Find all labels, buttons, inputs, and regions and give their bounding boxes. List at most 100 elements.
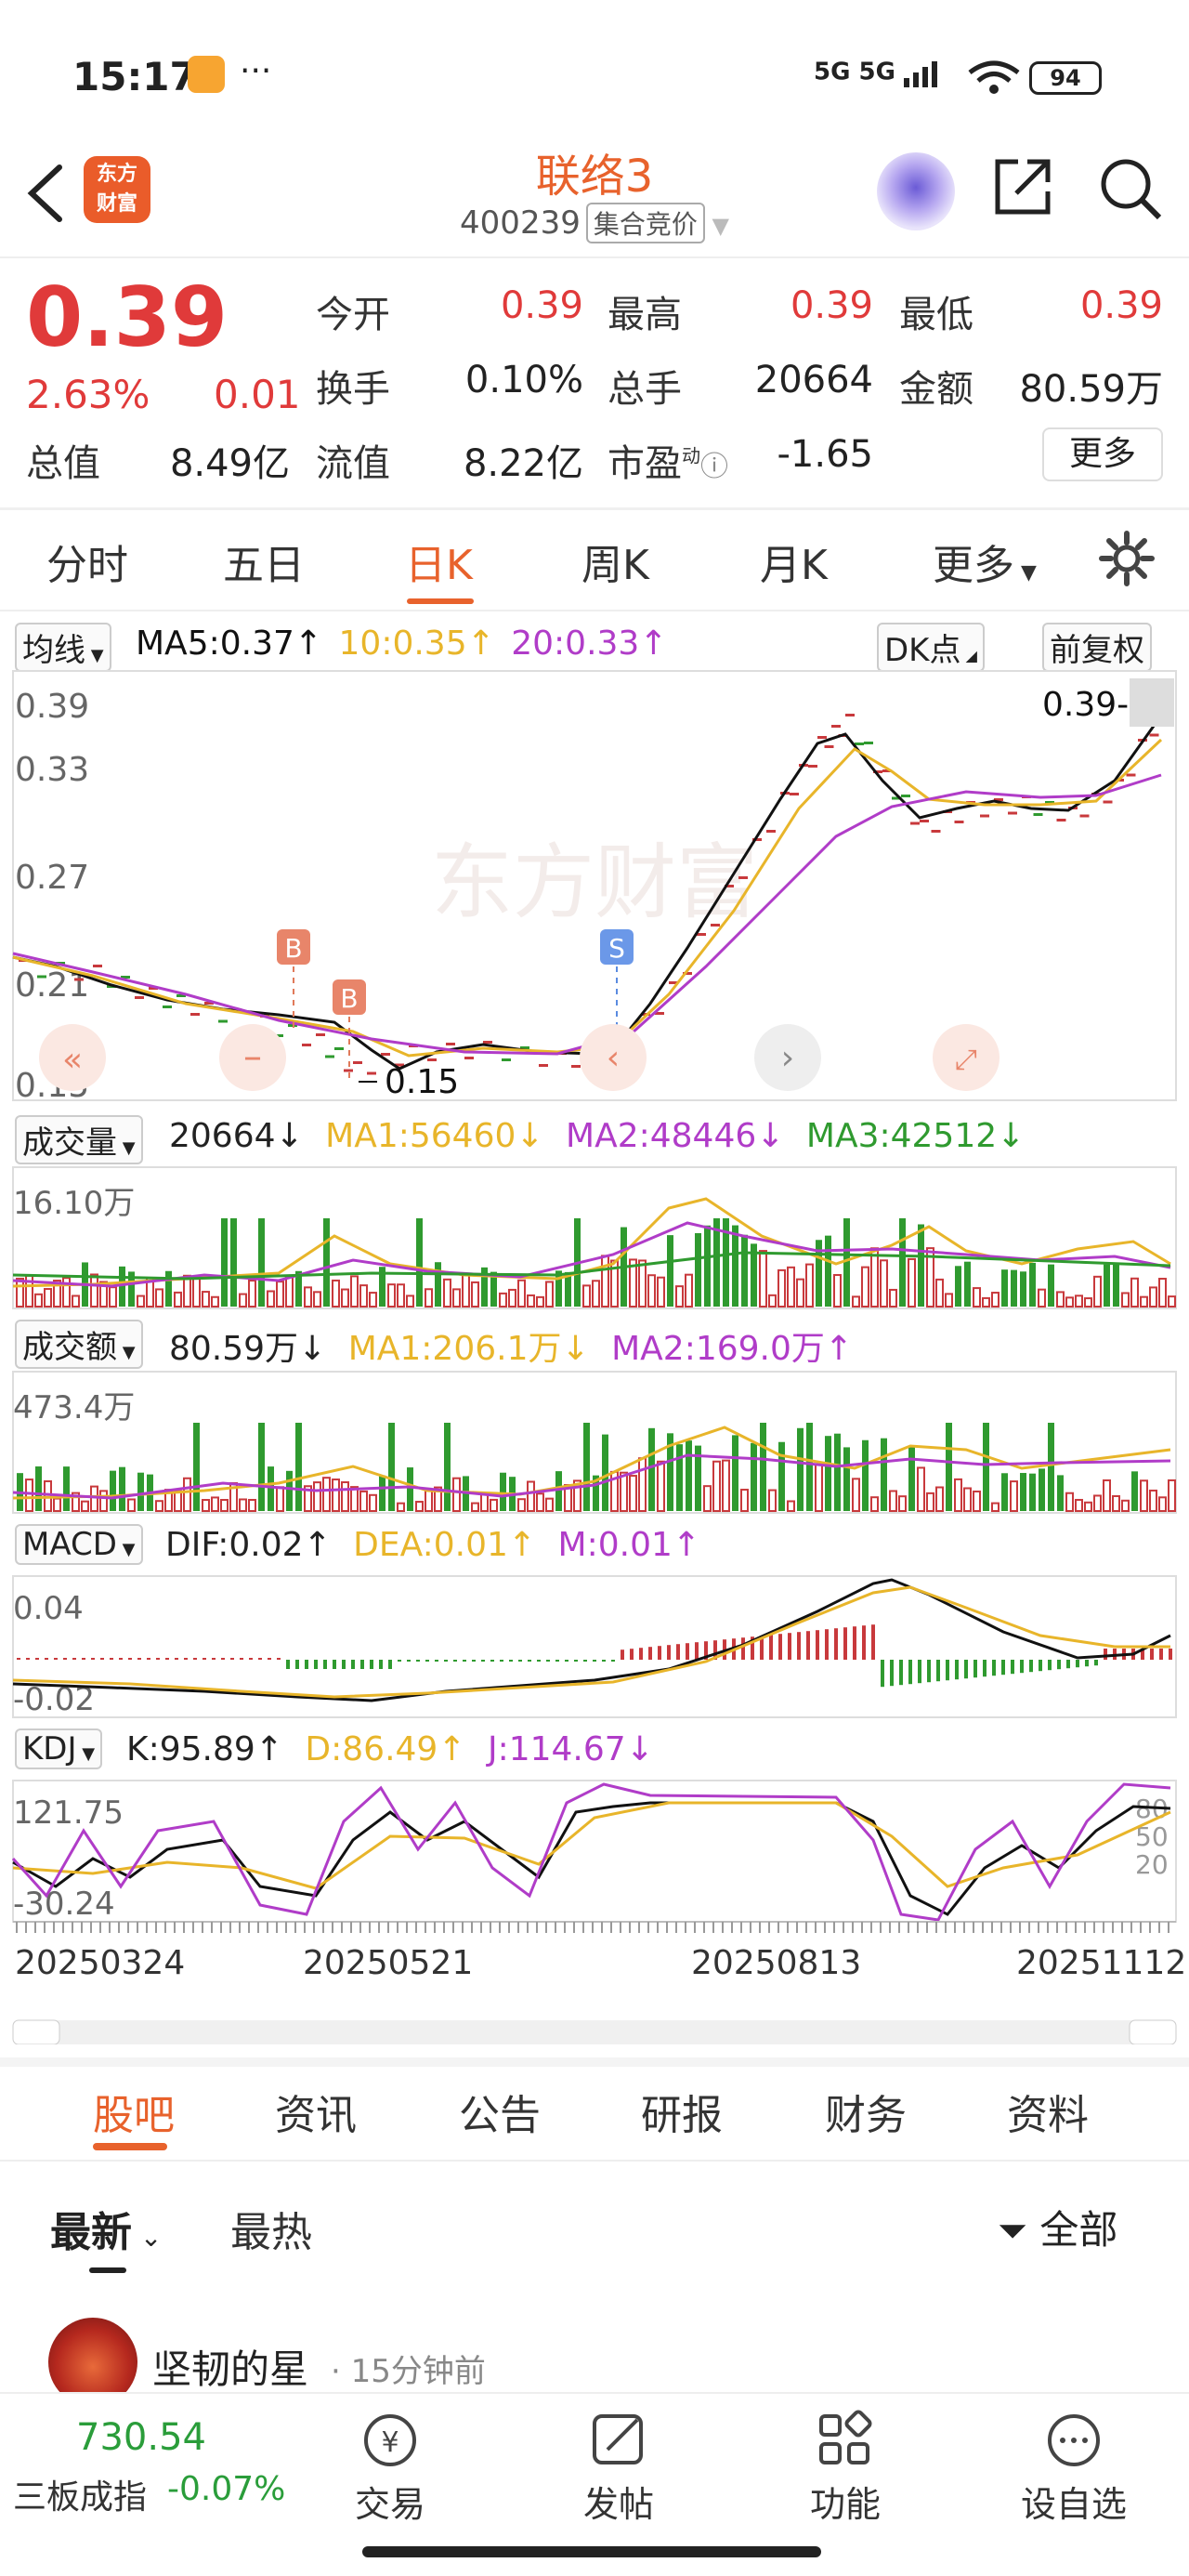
ma5-arrow: ↑ <box>294 624 323 663</box>
amount-select[interactable]: 成交额 ▼ <box>15 1320 143 1369</box>
search-icon[interactable] <box>1096 154 1165 223</box>
bar <box>72 1295 80 1308</box>
bar <box>638 1259 647 1308</box>
tab-monthly-k[interactable]: 月K <box>760 542 828 589</box>
bar <box>751 1243 757 1307</box>
stock-code-row[interactable]: 400239 集合竞价 ▼ <box>437 203 752 243</box>
rewind-button[interactable] <box>39 1024 106 1091</box>
tab-research[interactable]: 研报 <box>641 2092 723 2139</box>
candle <box>738 876 748 879</box>
bar <box>517 1279 526 1308</box>
adjust-select[interactable]: 前复权 <box>1042 623 1152 672</box>
macd-bar <box>639 1648 643 1660</box>
bar <box>397 1502 405 1512</box>
tab-finance[interactable]: 财务 <box>825 2092 907 2139</box>
tab-intraday[interactable]: 分时 <box>46 542 128 589</box>
candle <box>711 924 720 927</box>
kdj-select-label: KDJ <box>22 1730 77 1768</box>
volume-select[interactable]: 成交量 ▼ <box>15 1115 143 1164</box>
scroll-handle-right[interactable] <box>1129 2019 1177 2044</box>
zoom-out-button[interactable] <box>219 1024 286 1091</box>
buy-marker-b2[interactable] <box>333 979 366 1015</box>
post-username[interactable]: 坚韧的星 <box>152 2346 309 2392</box>
arrow: ↑ <box>824 1330 854 1368</box>
candle <box>520 1046 529 1049</box>
tab-daily-k[interactable]: 日K <box>405 542 473 589</box>
tab-announcements[interactable]: 公告 <box>459 2092 541 2139</box>
bar <box>258 1423 265 1511</box>
bar <box>1131 1471 1138 1511</box>
bar <box>1065 1296 1074 1308</box>
candle <box>121 976 130 979</box>
kdj-select[interactable]: KDJ ▼ <box>15 1728 103 1769</box>
bar <box>629 1475 637 1513</box>
nav-function[interactable]: 功能 <box>809 2484 881 2525</box>
sort-newest[interactable]: 最新 ⌄ <box>50 2199 162 2258</box>
ma10-line <box>12 738 1163 1058</box>
arrow: ↓ <box>756 1117 785 1155</box>
index-name[interactable]: 三板成指 <box>13 2478 148 2517</box>
buy-marker-b1[interactable] <box>277 929 310 965</box>
bar <box>787 1500 795 1513</box>
chart-scrollbar[interactable] <box>13 2020 1176 2044</box>
next-button[interactable] <box>754 1024 821 1091</box>
nav-trade[interactable]: 交易 <box>354 2484 425 2525</box>
nav-post[interactable]: 发帖 <box>582 2484 654 2525</box>
trade-icon[interactable]: ¥ <box>334 2407 446 2472</box>
nav-watchlist[interactable]: 设自选 <box>1020 2484 1127 2525</box>
macd-bar <box>788 1633 791 1660</box>
bar <box>955 1266 961 1307</box>
macd-bar <box>63 1658 67 1660</box>
filter-button[interactable]: ⏷ 全部 <box>998 2199 1117 2255</box>
macd-bar <box>128 1658 132 1660</box>
macd-legend: DIF:0.02↑ DEA:0.01↑ M:0.01↑ <box>165 1526 700 1564</box>
scroll-handle-left[interactable] <box>12 2019 60 2044</box>
more-button[interactable]: 更多 <box>1042 427 1163 481</box>
bar <box>1158 1496 1167 1512</box>
bar <box>155 1500 163 1513</box>
prev-button[interactable] <box>580 1024 647 1091</box>
bar <box>833 1273 842 1308</box>
macd-select[interactable]: MACD ▼ <box>15 1524 143 1565</box>
bar <box>686 1440 692 1511</box>
macd-bar <box>425 1660 429 1662</box>
bar <box>759 1250 767 1308</box>
fullscreen-button[interactable] <box>933 1024 1000 1091</box>
macd-bar <box>658 1646 661 1660</box>
sort-hot[interactable]: 最热 <box>230 2209 312 2256</box>
tab-profile[interactable]: 资料 <box>1007 2092 1089 2139</box>
dropdown-icon[interactable]: ▼ <box>704 213 729 239</box>
macd-bar <box>490 1660 494 1662</box>
tab-news[interactable]: 资讯 <box>275 2092 357 2139</box>
info-icon[interactable]: ⓘ <box>700 451 728 483</box>
settings-gear-icon[interactable] <box>1098 530 1156 587</box>
post-icon[interactable] <box>563 2407 674 2472</box>
index-value[interactable]: 730.54 <box>76 2416 206 2459</box>
function-icon[interactable] <box>790 2407 901 2472</box>
tab-guba[interactable]: 股吧 <box>93 2092 175 2139</box>
dk-point-select[interactable]: DK点 ◢ <box>877 623 985 672</box>
bar <box>267 1290 275 1308</box>
bar <box>90 1273 98 1308</box>
bar <box>268 1466 274 1511</box>
tab-weekly-k[interactable]: 周K <box>581 542 649 589</box>
bar <box>620 1471 628 1513</box>
candle <box>427 1058 437 1061</box>
tab-more[interactable]: 更多 ▼ <box>933 532 1037 591</box>
app-logo[interactable]: 东方财富 <box>84 156 150 223</box>
sell-marker-s[interactable] <box>600 929 634 965</box>
bar <box>741 1234 748 1307</box>
macd-bar <box>35 1658 39 1660</box>
back-icon[interactable] <box>22 164 69 223</box>
watchlist-icon[interactable] <box>1018 2407 1130 2472</box>
macd-bar <box>453 1660 457 1662</box>
bar <box>982 1296 990 1308</box>
ai-assistant-icon[interactable] <box>877 152 955 230</box>
tab-five-day[interactable]: 五日 <box>223 542 305 589</box>
bar <box>527 1294 535 1308</box>
macd-bar <box>110 1658 113 1660</box>
share-icon[interactable] <box>990 154 1055 219</box>
kline-chart[interactable]: 东方财富 0.39 0.33 0.27 0.21 0.15 B B S 0.15… <box>0 0 1189 2044</box>
svg-text:¥: ¥ <box>381 2426 399 2459</box>
date-label: 20250813 <box>691 1944 861 1982</box>
